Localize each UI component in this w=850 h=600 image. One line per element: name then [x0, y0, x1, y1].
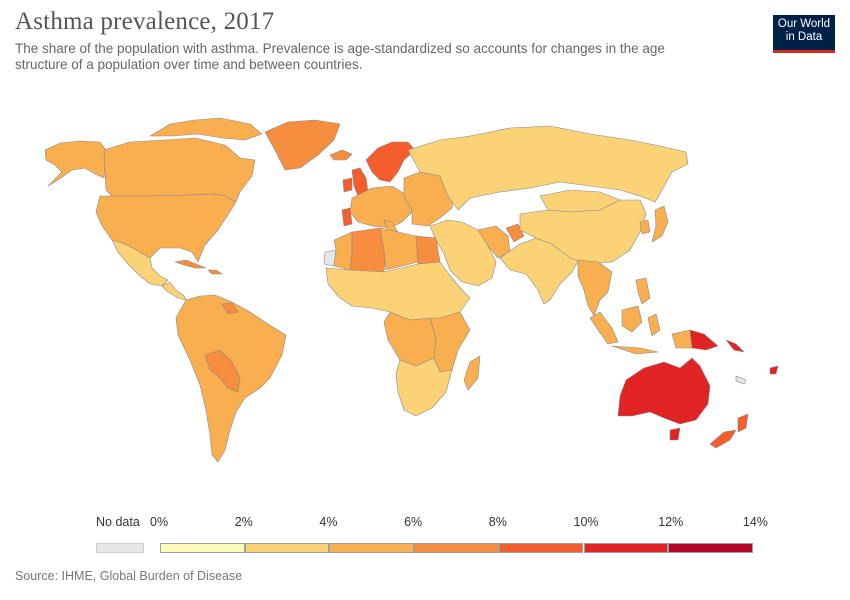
legend-bin[interactable] [583, 543, 669, 553]
region-japan[interactable] [651, 205, 669, 243]
legend-bin[interactable] [414, 543, 499, 553]
region-madagascar[interactable] [463, 355, 481, 391]
legend-tick-label: 10% [573, 515, 599, 529]
region-ireland[interactable] [342, 177, 353, 193]
legend-bin[interactable] [498, 543, 584, 553]
region-sub-saharan-africa[interactable] [325, 261, 471, 321]
chart-title: Asthma prevalence, 2017 [15, 8, 275, 35]
region-east-africa[interactable] [429, 311, 471, 373]
region-tasmania[interactable] [669, 427, 681, 441]
legend-bin[interactable] [244, 543, 330, 553]
region-iceland[interactable] [329, 149, 353, 161]
region-bolivia-paraguay[interactable] [204, 349, 241, 393]
region-korea[interactable] [639, 219, 651, 235]
region-egypt[interactable] [415, 235, 441, 265]
region-java[interactable] [611, 345, 659, 355]
region-guyana[interactable] [221, 302, 239, 315]
legend-no-data-swatch [96, 543, 144, 553]
region-afghanistan[interactable] [505, 223, 525, 243]
region-new-zealand-south[interactable] [709, 429, 737, 449]
legend-tick-label: 2% [234, 515, 253, 529]
legend-tick-label: 0% [150, 515, 169, 529]
region-central-africa[interactable] [383, 311, 437, 367]
region-china[interactable] [519, 199, 647, 265]
region-pacific-islands[interactable] [725, 339, 745, 353]
chart-subtitle: The share of the population with asthma.… [15, 41, 665, 72]
region-alaska[interactable] [44, 140, 107, 187]
region-papua-new-guinea[interactable] [689, 329, 719, 351]
region-cuba[interactable] [174, 259, 207, 269]
region-libya[interactable] [379, 227, 419, 271]
region-western-europe[interactable] [349, 185, 413, 229]
region-algeria[interactable] [349, 227, 387, 273]
legend-tick-label: 4% [319, 515, 338, 529]
region-usa[interactable] [95, 193, 237, 263]
legend-bin[interactable] [160, 543, 245, 553]
region-mexico[interactable] [111, 239, 169, 287]
legend-tick-label: 6% [404, 515, 423, 529]
owid-logo[interactable]: Our World in Data [773, 15, 835, 53]
logo-line-1: Our World [777, 18, 831, 30]
region-north-africa-west[interactable] [333, 231, 353, 271]
region-sumatra[interactable] [589, 311, 619, 345]
region-new-zealand-north[interactable] [737, 413, 749, 433]
source-note: Source: IHME, Global Burden of Disease [15, 569, 243, 583]
region-southern-africa[interactable] [395, 357, 453, 417]
region-canada[interactable] [103, 137, 256, 203]
legend-tick-label: 14% [742, 515, 768, 529]
region-australia[interactable] [617, 357, 711, 425]
legend-tick-label: 12% [658, 515, 684, 529]
region-scandinavia[interactable] [365, 141, 416, 183]
logo-line-2: in Data [785, 31, 823, 43]
region-greenland[interactable] [264, 119, 341, 171]
region-new-caledonia[interactable] [735, 375, 747, 385]
region-papua-indonesia[interactable] [671, 329, 693, 349]
legend-tick-label: 8% [488, 515, 507, 529]
region-fiji[interactable] [769, 365, 779, 375]
region-central-america[interactable] [161, 281, 187, 301]
region-caribbean[interactable] [207, 269, 223, 275]
region-portugal[interactable] [341, 207, 353, 227]
legend-no-data-label: No data [96, 515, 140, 529]
legend-bin[interactable] [668, 543, 753, 553]
region-philippines[interactable] [635, 277, 651, 305]
region-canada-islands[interactable] [149, 117, 263, 141]
legend-bin[interactable] [329, 543, 415, 553]
region-sulawesi[interactable] [647, 313, 661, 337]
region-borneo[interactable] [621, 305, 643, 333]
region-russia[interactable] [407, 125, 689, 211]
region-middle-east[interactable] [429, 219, 497, 287]
region-southeast-asia[interactable] [577, 259, 613, 317]
